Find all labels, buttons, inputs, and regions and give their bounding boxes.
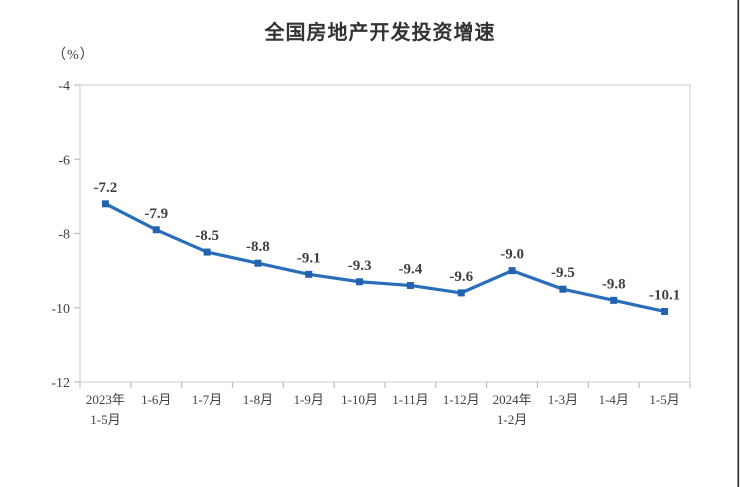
x-axis-label: 1-11月 (392, 392, 428, 407)
x-axis-label: 1-10月 (341, 392, 378, 407)
x-axis-label: 2024年 1-2月 (493, 392, 532, 427)
data-point-marker (152, 226, 160, 234)
y-axis-tick-label: -8 (58, 228, 70, 243)
data-point-marker (356, 278, 364, 286)
data-point-marker (406, 281, 414, 289)
x-axis-label: 1-8月 (243, 392, 273, 407)
data-point-label: -9.1 (297, 250, 321, 266)
series-line (103, 202, 667, 314)
data-point-label: -9.0 (500, 247, 524, 263)
y-axis-tick-label: -6 (58, 153, 70, 168)
data-point-label: -7.9 (144, 206, 168, 222)
data-point-marker (101, 200, 109, 208)
data-point-label: -8.8 (246, 239, 270, 255)
x-axis-label: 1-5月 (649, 392, 679, 407)
y-axis-tick-label: -4 (58, 79, 70, 94)
plot-area-border (79, 84, 691, 383)
x-axis-label: 1-3月 (548, 392, 578, 407)
x-axis-label: 1-9月 (294, 392, 324, 407)
x-axis-label: 1-7月 (192, 392, 222, 407)
data-point-marker (559, 285, 567, 293)
data-point-marker (457, 289, 465, 297)
data-point-label: -9.6 (449, 269, 473, 285)
data-point-label: -9.5 (551, 265, 575, 281)
data-point-label: -10.1 (649, 287, 680, 303)
x-axis-label: 1-12月 (443, 392, 480, 407)
data-point-marker (610, 296, 618, 304)
data-point-label: -7.2 (94, 180, 118, 196)
y-axis-tick-label: -10 (51, 302, 70, 317)
data-point-label: -8.5 (195, 228, 219, 244)
data-point-marker (305, 270, 313, 278)
data-point-label: -9.4 (399, 261, 423, 277)
x-axis-label: 2023年 1-5月 (86, 392, 125, 427)
chart-title: 全国房地产开发投资增速 (264, 22, 496, 44)
data-point-marker (254, 259, 262, 267)
x-axis-label: 1-4月 (599, 392, 629, 407)
x-axis-label: 1-6月 (141, 392, 171, 407)
data-point-marker (203, 248, 211, 256)
window-right-edge-line (737, 0, 740, 487)
data-point-marker (661, 307, 669, 315)
y-axis-tick-label: -12 (51, 376, 70, 391)
data-point-label: -9.3 (348, 258, 372, 274)
data-point-label: -9.8 (602, 276, 626, 292)
data-point-marker (508, 267, 516, 275)
y-axis-unit-label: （%） (52, 48, 95, 63)
